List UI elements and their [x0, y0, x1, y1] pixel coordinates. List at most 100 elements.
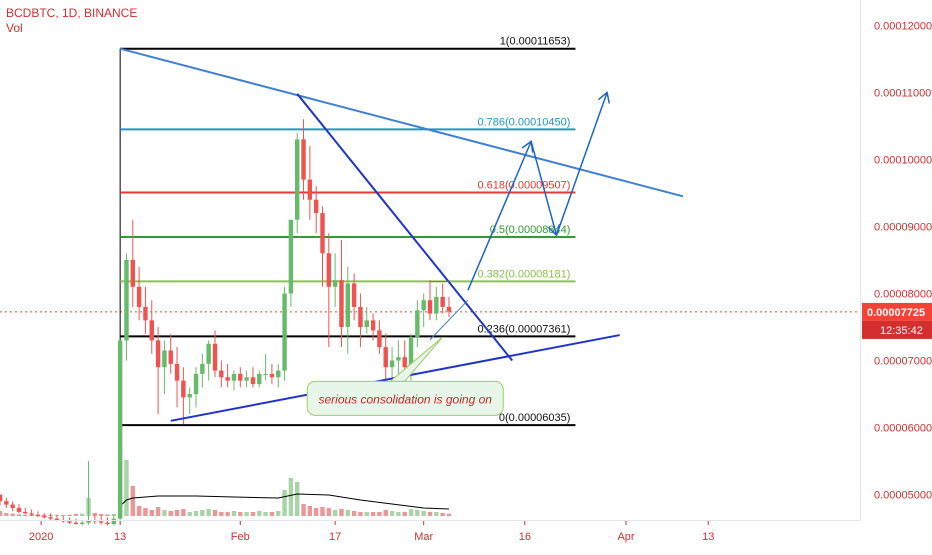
- volume-bar: [67, 514, 72, 516]
- candle-body: [377, 330, 382, 348]
- price-axis-border: [860, 0, 861, 520]
- volume-bar: [408, 509, 414, 516]
- time-axis-tick: 17: [329, 531, 341, 543]
- volume-bar: [389, 511, 395, 516]
- symbol-title: BCDBTC, 1D, BINANCE: [6, 6, 138, 20]
- volume-bar: [383, 510, 388, 516]
- fib-level-label: 1(0.00011653): [500, 36, 571, 48]
- volume-bar: [364, 512, 369, 516]
- upper-resistance-line: [119, 47, 684, 198]
- candle-body: [4, 501, 9, 505]
- candle-body: [168, 350, 173, 364]
- volume-bar: [313, 508, 319, 516]
- volume-bar: [174, 510, 180, 516]
- candle-body: [326, 253, 332, 287]
- candle-body: [263, 373, 268, 375]
- fib-level-label: 0.236(0.00007361): [477, 323, 570, 335]
- volume-bar: [149, 510, 154, 516]
- projection-arrow: [530, 141, 556, 235]
- volume-indicator-label[interactable]: Vol: [6, 21, 23, 35]
- volume-bar: [370, 512, 376, 516]
- time-axis-tick: 16: [519, 531, 531, 543]
- volume-bar: [415, 510, 420, 516]
- candle-body: [35, 514, 41, 516]
- candle-body: [389, 360, 395, 368]
- candle-body: [193, 373, 199, 395]
- candle-body: [219, 370, 224, 378]
- volume-bar: [351, 511, 357, 516]
- projection-arrow: [467, 141, 531, 291]
- candle-body: [73, 522, 79, 525]
- candle-body: [105, 522, 110, 525]
- candle-body: [174, 363, 180, 381]
- volume-bar: [421, 511, 426, 516]
- countdown-badge: [862, 320, 932, 339]
- volume-bar: [326, 508, 332, 516]
- chart-header: BCDBTC, 1D, BINANCE Vol: [6, 6, 137, 36]
- candle-body: [117, 340, 123, 519]
- candle-body: [408, 337, 414, 368]
- volume-bar: [269, 512, 275, 516]
- candle-body: [162, 350, 167, 368]
- price-axis-tick: 0.00012000: [874, 20, 932, 32]
- candle-body: [155, 340, 161, 368]
- candle-body: [364, 320, 369, 328]
- candle-body: [294, 139, 300, 220]
- candle-body: [345, 283, 351, 328]
- candle-body: [238, 373, 243, 381]
- volume-bar: [61, 515, 66, 516]
- candle-body: [358, 306, 363, 328]
- volume-bar: [238, 512, 243, 516]
- candle-body: [231, 373, 237, 381]
- candle-body: [54, 518, 60, 520]
- candle-body: [29, 513, 34, 515]
- annotation-text: serious consolidation is going on: [318, 392, 492, 406]
- candle-body: [301, 139, 306, 180]
- time-axis-tick: Mar: [414, 531, 433, 543]
- volume-bar: [276, 511, 281, 516]
- candle-body: [48, 517, 53, 519]
- candle-body: [67, 521, 72, 523]
- time-axis-tick: 13: [114, 531, 126, 543]
- volume-bar: [250, 512, 256, 516]
- volume-bar: [16, 514, 22, 516]
- time-axis-tick: 13: [702, 531, 714, 543]
- candle-body: [332, 280, 338, 287]
- volume-bar: [10, 513, 15, 516]
- candle-body: [383, 347, 388, 368]
- candle-body: [415, 310, 420, 338]
- volume-bar: [162, 510, 167, 516]
- volume-bar: [219, 512, 224, 516]
- candle-body: [257, 373, 262, 384]
- volume-bar: [396, 512, 401, 516]
- candle-body: [98, 521, 104, 523]
- candle-body: [320, 213, 325, 254]
- candle-body: [187, 394, 192, 398]
- candle-body: [111, 518, 117, 525]
- volume-bar: [193, 511, 199, 516]
- volume-bar: [4, 513, 9, 516]
- candle-body: [351, 283, 357, 307]
- last-price-label: 0.00007725: [867, 307, 925, 319]
- volume-bar: [320, 507, 325, 516]
- time-axis-border: [0, 520, 861, 521]
- volume-bar: [206, 509, 211, 516]
- candle-body: [402, 357, 407, 368]
- volume-bar: [339, 509, 344, 516]
- candle-body: [427, 300, 433, 314]
- volume-bar: [92, 513, 98, 516]
- candle-body: [313, 199, 319, 214]
- annotation-box: [306, 380, 504, 416]
- candle-body: [136, 286, 142, 307]
- last-price-badge: [862, 302, 932, 321]
- volume-bar: [212, 510, 218, 516]
- descending-line: [296, 93, 513, 362]
- volume-bar: [402, 512, 407, 516]
- price-axis-tick: 0.00007000: [874, 356, 932, 368]
- projection-arrow: [555, 92, 607, 236]
- volume-bar: [155, 507, 161, 516]
- volume-bar: [377, 512, 382, 516]
- price-axis-tick: 0.00005000: [874, 490, 932, 502]
